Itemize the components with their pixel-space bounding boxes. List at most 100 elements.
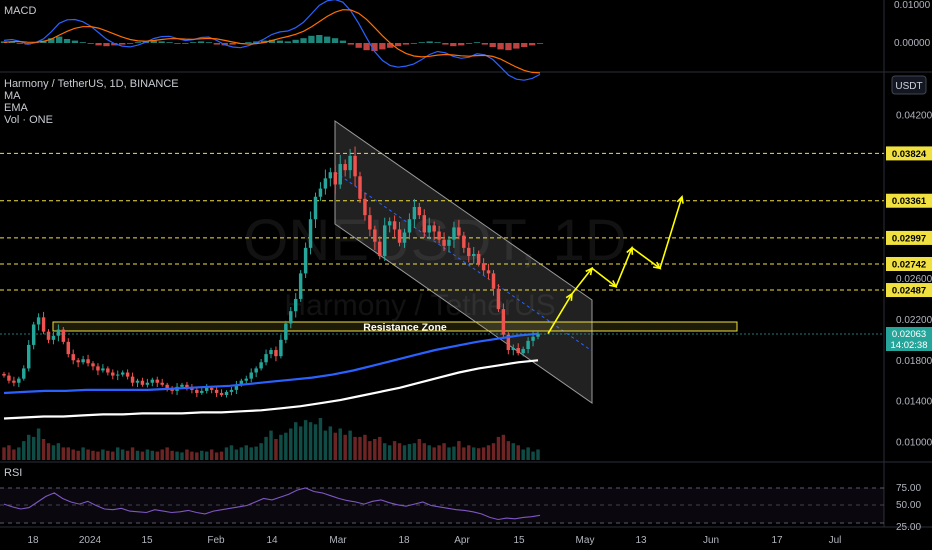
candle-body: [259, 362, 263, 369]
candle-body: [46, 331, 51, 340]
target-level-value: 0.02997: [892, 233, 926, 244]
resistance-zone[interactable]: [52, 321, 738, 332]
candle-body: [279, 339, 283, 357]
volume-bar: [348, 430, 352, 460]
volume-bar: [41, 439, 46, 460]
macd-histogram-bar: [245, 42, 252, 43]
volume-bar: [61, 447, 66, 460]
target-level-tag: [886, 146, 932, 161]
candle-body: [125, 372, 130, 377]
candle-body: [467, 247, 471, 257]
candle-body: [298, 273, 303, 299]
candle-body: [432, 225, 436, 232]
current-price-tag: [886, 327, 932, 351]
candle-body: [101, 368, 105, 371]
macd-histogram-bar: [481, 43, 488, 45]
candle-body: [447, 239, 451, 246]
candle-body: [437, 231, 441, 240]
time-tick-label: 15: [141, 535, 153, 546]
ema-legend[interactable]: EMA: [4, 102, 29, 114]
current-price-value: 0.02063: [892, 329, 926, 340]
candle-body: [155, 379, 160, 383]
macd-histogram-bar: [465, 43, 473, 44]
volume-bar: [7, 445, 11, 460]
time-tick-label: 15: [513, 535, 525, 546]
volume-bar: [452, 446, 456, 460]
volume-bar: [175, 451, 179, 460]
volume-bar: [308, 422, 313, 460]
symbol-legend[interactable]: Harmony / TetherUS, 1D, BINANCE: [4, 78, 179, 90]
volume-bar: [26, 434, 31, 460]
volume-bar: [130, 447, 135, 460]
macd-histogram-bar: [521, 43, 528, 47]
rsi-band: [0, 488, 884, 523]
volume-bar: [219, 451, 224, 460]
rsi-legend[interactable]: RSI: [4, 467, 22, 479]
candle-body: [31, 324, 36, 345]
candle-body: [422, 215, 427, 233]
price-tick-label: 0.02600: [896, 274, 932, 285]
rsi-tick-label: 75.00: [896, 483, 921, 494]
volume-bar: [120, 449, 125, 460]
candle-body: [417, 206, 422, 216]
volume-bar: [402, 445, 407, 460]
macd-histogram-bar: [71, 40, 79, 43]
macd-tick-label: 0.00000: [894, 38, 931, 49]
currency-button[interactable]: [891, 75, 927, 95]
time-axis[interactable]: 18 2024 15 Feb 14 Mar 18 Apr 15 May 13 Jun 17 Jul: [27, 535, 841, 546]
projection-arrowhead: [676, 194, 684, 204]
ma-legend[interactable]: MA: [4, 90, 21, 102]
time-tick-label: Apr: [454, 535, 470, 546]
macd-legend[interactable]: MACD: [4, 5, 36, 17]
candle-body: [224, 391, 229, 395]
candle-body: [353, 155, 357, 177]
macd-histogram-bar: [339, 40, 347, 43]
macd-histogram-bar: [402, 43, 410, 45]
candlesticks[interactable]: [2, 146, 540, 398]
macd-histogram-bar: [8, 42, 16, 43]
candle-body: [96, 366, 100, 371]
candle-body: [358, 176, 362, 199]
candle-body: [328, 172, 333, 179]
volume-bar: [328, 426, 333, 460]
volume-bar: [160, 449, 164, 460]
candle-body: [140, 380, 145, 385]
candle-body: [496, 288, 501, 310]
macd-histogram-bar: [442, 43, 449, 45]
macd-histogram-bar: [379, 43, 386, 50]
candle-body: [471, 253, 476, 257]
candle-body: [135, 380, 140, 383]
currency-button-label[interactable]: USDT: [895, 81, 922, 92]
candle-body: [81, 359, 85, 363]
macd-histogram-bar: [63, 39, 71, 43]
time-tick-label: 18: [27, 535, 39, 546]
volume-bar: [338, 428, 342, 460]
candle-body: [204, 387, 209, 391]
macd-histogram: [0, 0, 544, 81]
macd-histogram-bar: [213, 43, 220, 45]
volume-bar: [427, 445, 431, 460]
macd-histogram-bar: [56, 36, 63, 43]
volume-bar: [180, 452, 184, 460]
macd-histogram-bar: [284, 41, 291, 43]
volume-bar: [234, 449, 239, 460]
price-tick-label: 0.01800: [896, 356, 932, 367]
volume-bar: [244, 445, 249, 460]
volume-legend[interactable]: Vol · ONE: [4, 114, 53, 126]
volume-bar: [422, 443, 427, 460]
candle-body: [160, 382, 164, 385]
candle-body: [239, 380, 244, 385]
candle-body: [531, 336, 535, 341]
target-level-tag: [886, 256, 932, 271]
macd-histogram-bar: [426, 41, 433, 43]
target-levels[interactable]: 0.03824 0.03361 0.02997 0.02742 0.02487: [0, 146, 932, 298]
candle-body: [12, 380, 16, 383]
volume-bar: [432, 447, 436, 460]
volume-bar: [22, 441, 26, 460]
volume-bar: [185, 449, 189, 460]
macd-histogram-bar: [450, 43, 457, 47]
projection-path[interactable]: [547, 194, 684, 335]
candle-body: [7, 375, 11, 381]
